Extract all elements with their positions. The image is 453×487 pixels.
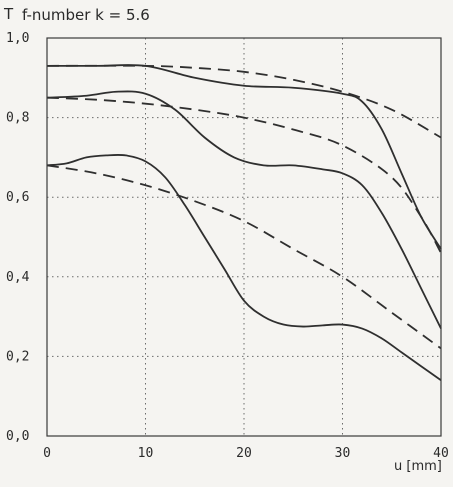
y-axis-symbol: T [3, 5, 14, 23]
grid [47, 38, 441, 436]
series-group [46, 64, 442, 382]
y-tick-label: 0,4 [6, 270, 30, 285]
chart-title: f-number k = 5.6 [22, 6, 150, 24]
x-tick-label: 20 [236, 446, 252, 461]
x-tick-label: 30 [335, 446, 351, 461]
x-tick-label: 40 [433, 446, 449, 461]
series-line-5-solid [46, 153, 442, 382]
y-tick-label: 0,8 [6, 111, 29, 126]
series-line-3-solid [46, 90, 442, 329]
series-line-1-solid [46, 64, 442, 250]
y-tick-label: 0,2 [6, 349, 29, 364]
y-tick-label: 0,6 [6, 190, 29, 205]
x-tick-label: 10 [138, 446, 154, 461]
y-tick-label: 1,0 [6, 31, 29, 46]
series-line-4-dashed [46, 96, 442, 254]
y-tick-label: 0,0 [6, 429, 29, 444]
x-tick-labels: 0 10 20 30 40 [43, 446, 449, 461]
plot-frame [46, 37, 442, 437]
series-line-2-dashed [46, 64, 442, 139]
y-tick-labels: 0,0 0,2 0,4 0,6 0,8 1,0 [6, 31, 30, 444]
series-line-6-dashed [46, 164, 442, 350]
x-tick-label: 0 [43, 446, 51, 461]
x-axis-label: u [mm] [394, 459, 442, 474]
